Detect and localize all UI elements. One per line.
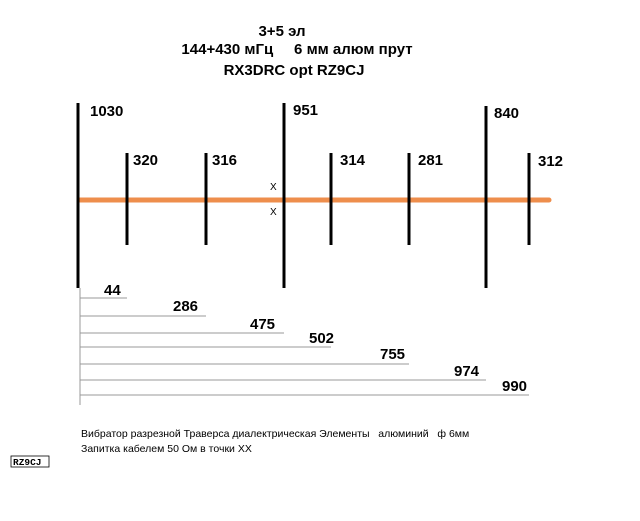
element-label-951: 951	[293, 102, 318, 119]
spacing-label-974: 974	[454, 363, 480, 380]
element-label-316: 316	[212, 152, 237, 169]
element-label-840: 840	[494, 105, 519, 122]
feed-mark-bottom: X	[270, 207, 277, 218]
spacing-label-286: 286	[173, 298, 198, 315]
feed-mark-top: X	[270, 182, 277, 193]
note-line-1: Вибратор разрезной Траверса диалектричес…	[81, 428, 469, 440]
spacing-label-755: 755	[380, 346, 405, 363]
element-label-1030: 1030	[90, 103, 123, 120]
badge-logo: RZ9CJ	[13, 457, 42, 468]
title-line-2: 144+430 мГц 6 мм алюм прут	[181, 41, 412, 58]
spacing-label-502: 502	[309, 330, 334, 347]
element-label-312: 312	[538, 153, 563, 170]
spacing-label-475: 475	[250, 316, 275, 333]
element-label-320: 320	[133, 152, 158, 169]
title-line-3: RX3DRC opt RZ9CJ	[224, 62, 365, 79]
title-line-1: 3+5 эл	[258, 23, 305, 40]
badge-box	[10, 455, 50, 468]
note-line-2: Запитка кабелем 50 Ом в точки XX	[81, 443, 252, 455]
element-label-314: 314	[340, 152, 366, 169]
element-label-281: 281	[418, 152, 443, 169]
spacing-label-44: 44	[104, 282, 121, 299]
spacing-label-990: 990	[502, 378, 527, 395]
